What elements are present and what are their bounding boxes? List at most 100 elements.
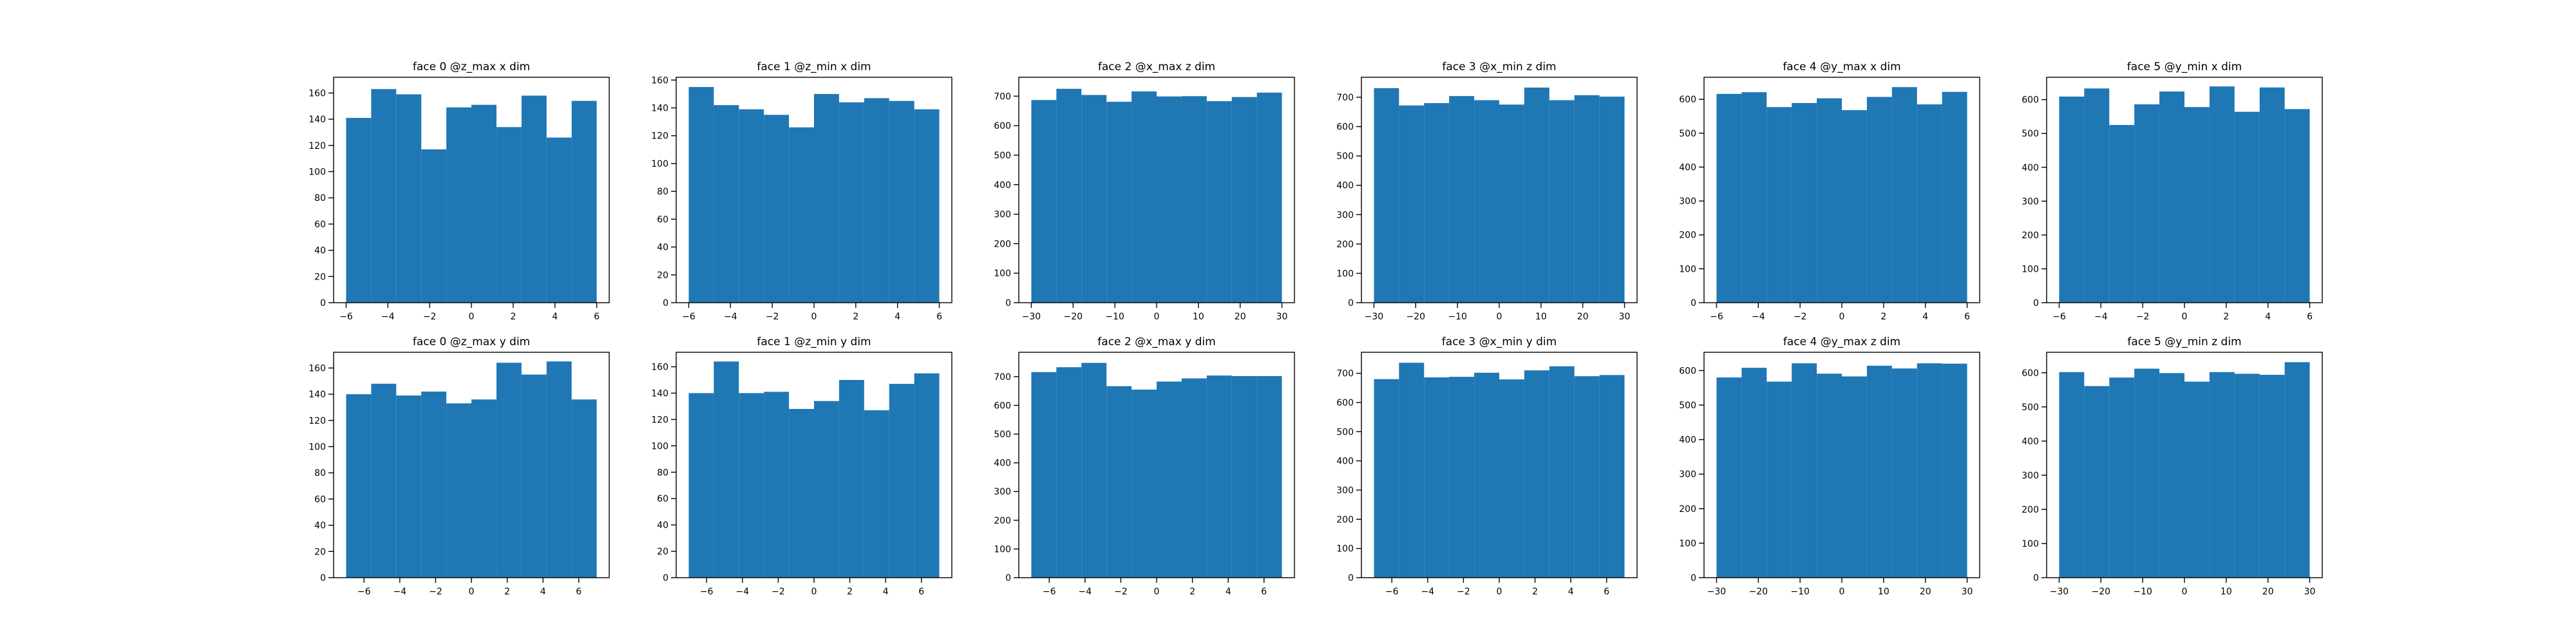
subplot: −6 −4 −2 0 2 4 6 0 100 200 300 400 500 600 face 4 @y_m… [1679, 61, 1980, 322]
histogram-bar [1866, 365, 1892, 578]
y-tick-label: 20 [314, 547, 326, 557]
x-tick-label: 6 [918, 587, 924, 597]
histogram-bar [1031, 100, 1057, 303]
axes-frame [1361, 352, 1638, 578]
x-tick-label: −4 [1421, 587, 1435, 597]
x-tick-label: 20 [2262, 587, 2274, 597]
subplot: −30 −20 −10 0 10 20 300100200300400500600face … [1679, 336, 1980, 597]
histogram-bar [546, 137, 572, 303]
x-tick-label: 0 [811, 312, 817, 322]
histogram-bar [1206, 101, 1232, 303]
y-tick-label: 40 [314, 521, 326, 531]
y-tick-label: 0 [663, 573, 668, 583]
y-tick-label: 80 [314, 193, 326, 204]
x-tick-label: −4 [724, 312, 737, 322]
histogram-bar [914, 373, 940, 578]
y-tick-label: 0 [320, 298, 326, 308]
histogram-bar [1891, 87, 1917, 303]
histogram-bar [1817, 98, 1842, 303]
x-tick-label: −2 [429, 587, 442, 597]
histogram-bar [1157, 381, 1182, 578]
y-tick-label: 700 [994, 372, 1011, 383]
histogram-bar [1424, 103, 1450, 303]
y-tick-label: 600 [1336, 122, 1354, 133]
y-tick-label: 200 [2022, 505, 2039, 515]
histogram-bar [1231, 97, 1257, 303]
histogram-bar [2259, 375, 2285, 578]
histogram-bar [346, 394, 372, 578]
x-tick-label: 10 [1535, 312, 1547, 322]
y-tick-label: 0 [2033, 298, 2039, 308]
histogram-bar [2184, 381, 2210, 578]
histogram-bar [1181, 96, 1207, 303]
x-tick-label: −6 [1710, 312, 1723, 322]
y-tick-label: 100 [2022, 539, 2039, 549]
histogram-bar [2259, 87, 2285, 303]
y-tick-label: 500 [1679, 129, 1696, 139]
x-tick-label: −4 [2094, 312, 2108, 322]
subplot: −30 −20 −10 0 10 20 300100200300400500600face … [2022, 336, 2323, 597]
axes-frame [2046, 352, 2323, 578]
histogram-bar [838, 102, 864, 303]
histogram-bar [2134, 104, 2160, 303]
subplot-title: face 5 @y_min x dim [2127, 61, 2242, 73]
y-tick-label: 60 [657, 214, 668, 225]
x-tick-label: 10 [1878, 587, 1889, 597]
x-tick-label: 20 [1920, 587, 1931, 597]
histogram-bar [1256, 376, 1282, 578]
histogram-bar [2284, 362, 2310, 578]
x-tick-label: 4 [540, 587, 546, 597]
histogram-bar [496, 127, 522, 303]
subplot-title: face 1 @z_min y dim [757, 336, 871, 348]
histogram-bar [789, 127, 814, 303]
histogram-bar [739, 393, 764, 578]
histogram-bar [1181, 378, 1207, 578]
x-tick-label: 0 [2182, 312, 2188, 322]
histogram-bar [2084, 386, 2110, 578]
histogram-bar [2059, 96, 2085, 303]
histogram-bar [714, 105, 739, 303]
x-tick-label: −4 [736, 587, 750, 597]
y-tick-label: 500 [1336, 151, 1354, 162]
subplot-title: face 3 @x_min y dim [1442, 336, 1557, 348]
y-tick-label: 100 [2022, 264, 2039, 274]
x-tick-label: −10 [1790, 587, 1810, 597]
histogram-bar [1524, 87, 1549, 303]
x-tick-label: 20 [1235, 312, 1246, 322]
histogram-bar [814, 401, 839, 578]
histogram-bar [1741, 92, 1767, 303]
x-tick-label: 6 [1261, 587, 1267, 597]
x-tick-label: −2 [423, 312, 437, 322]
y-tick-label: 100 [651, 159, 668, 169]
x-tick-label: 0 [469, 587, 475, 597]
histogram-bar [1524, 370, 1549, 578]
histogram-bar [1474, 372, 1499, 578]
histogram-bar [2284, 109, 2310, 303]
y-tick-label: 160 [651, 363, 668, 373]
y-tick-label: 300 [1336, 210, 1354, 220]
histogram-bar [2059, 372, 2085, 578]
x-tick-label: −4 [381, 312, 395, 322]
subplot: −30 −20 −10 0 10 20 300100200300400500600700fa… [1336, 61, 1638, 322]
y-tick-label: 40 [657, 243, 668, 253]
histogram-bar [1374, 88, 1399, 303]
x-tick-label: 10 [1193, 312, 1204, 322]
histogram-bar [1399, 105, 1425, 303]
x-tick-label: 0 [1154, 587, 1160, 597]
histogram-bar [1917, 363, 1942, 578]
axes-frame [676, 352, 952, 578]
y-tick-label: 400 [994, 180, 1011, 191]
x-tick-label: −6 [357, 587, 371, 597]
x-tick-label: 2 [510, 312, 516, 322]
x-tick-label: 4 [883, 587, 889, 597]
histogram-bar [914, 109, 940, 303]
histogram-bar [864, 410, 889, 578]
histogram-bar [521, 95, 547, 303]
y-tick-label: 300 [994, 487, 1011, 497]
x-tick-label: 2 [2223, 312, 2229, 322]
histogram-bar [571, 100, 597, 303]
y-tick-label: 0 [1005, 298, 1011, 308]
